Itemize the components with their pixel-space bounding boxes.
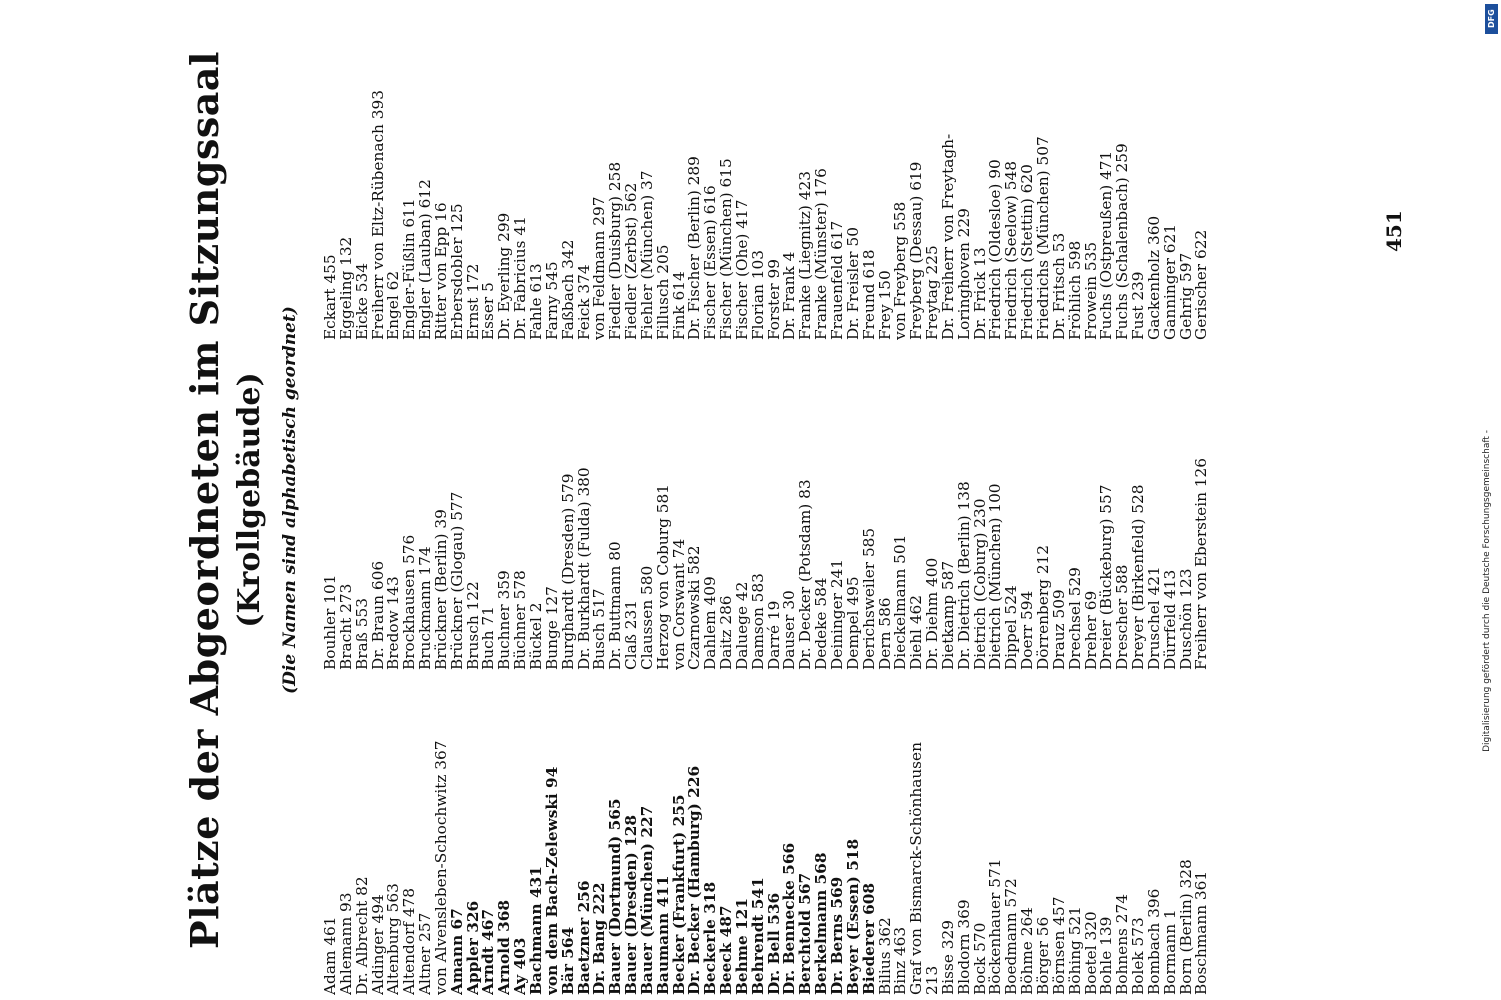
name-column-3: Eckart 455 Eggeling 132 Eicke 534 Freiherr … — [323, 20, 1363, 340]
delegate-entry: Graf von Bismarck-Schönhausen — [907, 742, 926, 995]
name-column-2: Bouhler 101 Bracht 273 Braß 553 Dr. Braun 6… — [323, 350, 1363, 670]
ordering-note: (Die Namen sind alphabetisch geordnet) — [280, 306, 300, 694]
delegate-entry: Freiherr von Eberstein 126 — [1192, 457, 1211, 670]
dfg-logo: DFG — [1485, 4, 1498, 34]
page-number: 451 — [1382, 210, 1406, 252]
name-column-1: Adam 461 Ahlemann 93 Dr. Albrecht 82 Alding… — [323, 675, 1363, 996]
page-subtitle: (Krollgebäude) — [232, 372, 267, 628]
delegate-entry: Gerischer 622 — [1192, 229, 1211, 340]
funding-credit: Digitalisierung gefördert durch die Deut… — [1482, 430, 1492, 752]
delegate-entry: Boschmann 361 — [1192, 870, 1211, 995]
page-title: Plätze der Abgeordneten im Sitzungssaal — [182, 51, 227, 949]
